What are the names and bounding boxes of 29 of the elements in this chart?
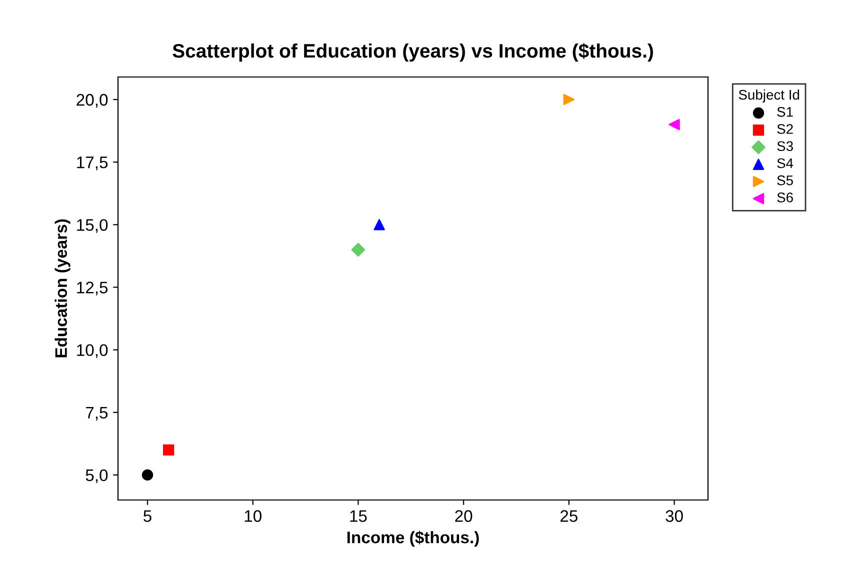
y-tick-label: 12,5 (77, 282, 108, 296)
x-axis-title: Income ($thous.) (347, 530, 479, 547)
x-tick-label: 30 (666, 510, 683, 522)
legend-title: Subject Id (738, 90, 800, 102)
point (162, 444, 174, 456)
y-axis-title: Education (years) (54, 219, 70, 358)
y-tick-label: 10,0 (77, 344, 108, 358)
legend-label: S5 (777, 175, 793, 186)
x-tick-label: 5 (144, 510, 152, 522)
y-tick-label: 5,0 (86, 469, 108, 484)
y-tick-label: 15,0 (77, 219, 108, 233)
x-tick-label: 10 (244, 510, 262, 522)
point (351, 242, 366, 257)
legend-label: S1 (777, 106, 793, 117)
x-tick-label: 25 (560, 510, 578, 522)
chart-title: Scatterplot of Education (years) vs Income ($thous.) (172, 43, 653, 62)
y-tick-label: 7,5 (86, 406, 108, 421)
legend-label: S6 (777, 192, 793, 202)
legend-label: S4 (777, 158, 794, 168)
y-tick-label: 20,0 (76, 94, 108, 108)
x-tick-label: 20 (455, 510, 472, 522)
legend-label: S2 (777, 124, 793, 134)
y-tick-label: 17,5 (77, 156, 108, 170)
point (142, 469, 154, 481)
point (374, 219, 385, 230)
point (668, 118, 680, 130)
point (563, 94, 575, 106)
x-tick-label: 15 (350, 510, 367, 522)
legend-label: S3 (777, 141, 793, 152)
